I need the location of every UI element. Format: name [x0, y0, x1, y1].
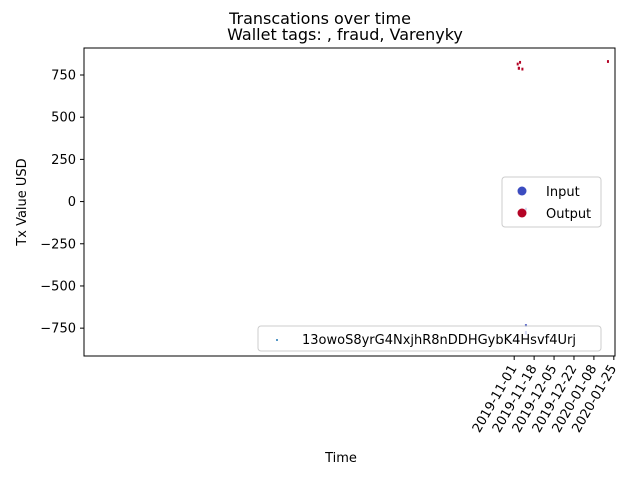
output-legend-label: Output — [546, 207, 591, 222]
input-legend-marker — [517, 186, 527, 196]
series-legend-box — [257, 325, 602, 352]
series-legend-marker — [276, 339, 278, 341]
output-legend-marker — [517, 208, 527, 218]
chart-suptitle: Transcations over time — [228, 9, 411, 28]
y-axis: −750 −500 −250 0 250 500 750 — [40, 69, 84, 337]
x-axis-label: Time — [324, 451, 357, 466]
series-legend-label: 13owoS8yrG4NxjhR8nDDHGybK4Hsvf4Urj — [302, 333, 576, 348]
x-axis: 2019-11-012019-11-182019-12-052019-12-22… — [470, 356, 620, 435]
y-tick-label: 500 — [51, 111, 76, 126]
series-legend: 13owoS8yrG4NxjhR8nDDHGybK4Hsvf4Urj — [257, 325, 602, 352]
data-point — [519, 60, 522, 64]
y-tick-label: 750 — [51, 69, 76, 84]
y-tick-label: 250 — [51, 153, 76, 168]
data-point — [606, 60, 609, 63]
data-point — [516, 62, 519, 66]
y-axis-label: Tx Value USD — [15, 158, 30, 246]
data-point — [517, 66, 520, 70]
y-tick-label: −500 — [40, 279, 76, 294]
color-legend-box — [501, 176, 602, 228]
color-legend: Input Output — [501, 176, 602, 228]
y-tick-label: −750 — [40, 322, 76, 337]
y-tick-label: −250 — [40, 237, 76, 252]
input-legend-label: Input — [546, 185, 580, 200]
data-point — [521, 67, 524, 71]
y-tick-label: 0 — [68, 195, 76, 210]
chart-title: Wallet tags: , fraud, Varenyky — [227, 25, 463, 44]
